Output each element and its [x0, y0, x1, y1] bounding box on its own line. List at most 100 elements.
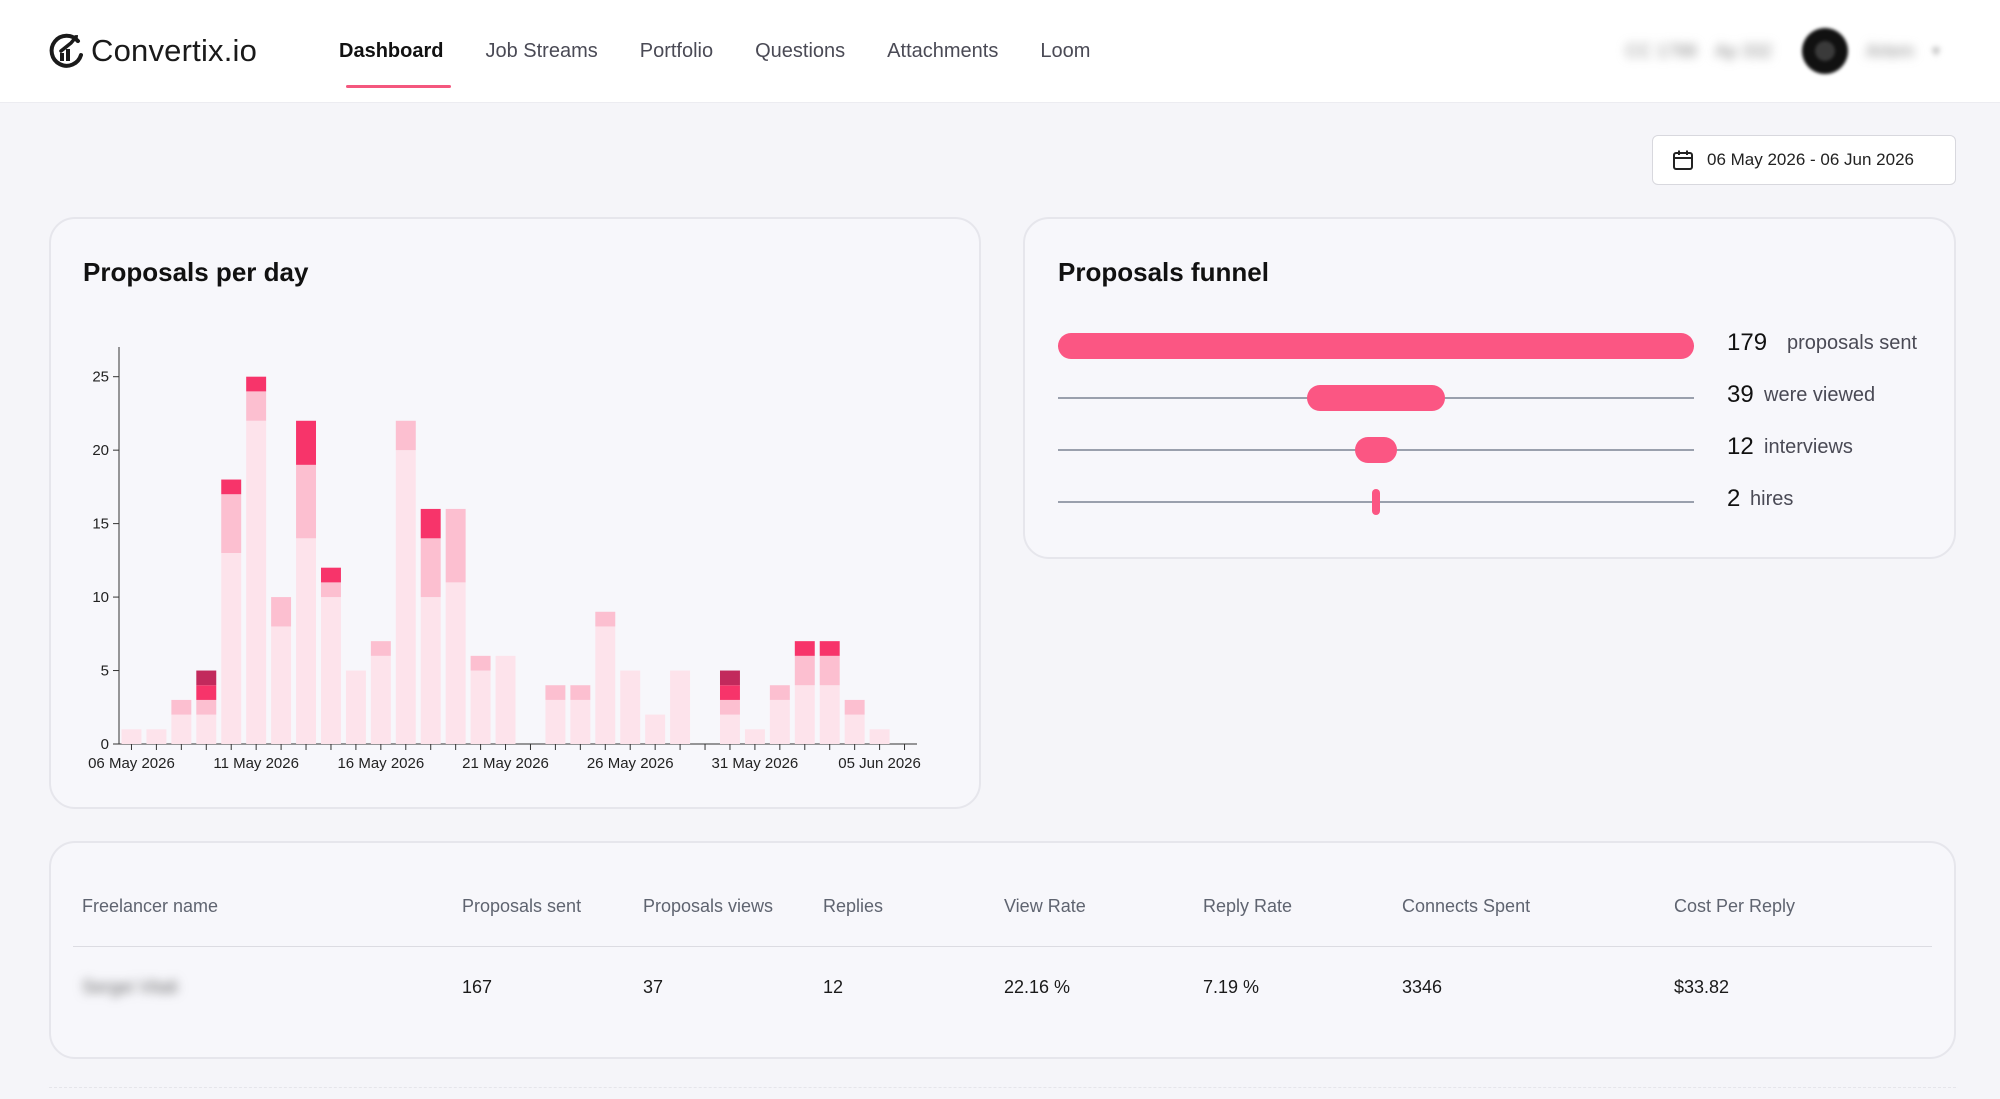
funnel-value-interviews: 12	[1727, 433, 1754, 460]
bar-segment	[844, 699, 865, 715]
bar-segment	[719, 714, 740, 744]
bar-segment	[670, 670, 691, 744]
column-header-proposals-sent[interactable]: Proposals sent	[462, 896, 582, 916]
cell-reply-rate: 7.19 %	[1203, 977, 1260, 997]
column-header-proposals-views[interactable]: Proposals views	[643, 896, 774, 916]
bar-segment	[221, 479, 242, 495]
bar-segment	[794, 641, 815, 656]
bar-segment	[271, 597, 292, 627]
bar-segment	[445, 582, 466, 744]
bar-segment	[645, 714, 666, 744]
funnel-label-sent: proposals sent	[1787, 332, 1918, 354]
cell-connects-spent: 3346	[1402, 977, 1443, 997]
bar-segment	[595, 626, 616, 744]
y-tick-label: 5	[101, 663, 109, 680]
top-navigation-bar: Convertix.io Dashboard Job Streams Portf…	[0, 0, 2000, 103]
date-range-picker[interactable]: 06 May 2026 - 06 Jun 2026	[1652, 135, 1956, 185]
cell-view-rate: 22.16 %	[1004, 977, 1071, 997]
funnel-bar-sent	[1058, 333, 1694, 359]
bar-segment	[296, 538, 317, 744]
page-bottom-divider	[49, 1087, 1956, 1088]
bar-segment	[196, 699, 217, 715]
bar-segment	[196, 670, 217, 686]
date-range-label: 06 May 2026 - 06 Jun 2026	[1707, 150, 1914, 169]
y-tick-label: 20	[92, 442, 109, 459]
column-header-view-rate[interactable]: View Rate	[1004, 896, 1086, 916]
bar-segment	[819, 655, 840, 686]
bar-segment	[570, 699, 591, 744]
bar-segment	[246, 420, 267, 744]
column-header-replies[interactable]: Replies	[823, 896, 884, 916]
bar-segment	[121, 729, 142, 744]
user-menu[interactable]: CC 1788 Ap 332 Artem ▾	[1626, 24, 1940, 78]
bar-segment	[495, 655, 516, 744]
bar-segment	[395, 450, 416, 744]
funnel-title: Proposals funnel	[1058, 257, 1269, 287]
x-tick-label: 05 Jun 2026	[838, 755, 921, 772]
funnel-row-hires: 2 hires	[1058, 485, 1938, 517]
funnel-label-interviews: interviews	[1764, 436, 1853, 458]
proposals-bar-chart: 0 5 10 15 20 25 06 May 2026 11 May 2026 16 May 2…	[88, 347, 921, 772]
avatar[interactable]	[1801, 28, 1848, 74]
nav-tab-loom[interactable]: Loom	[1040, 40, 1091, 62]
user-info-1: CC 1788	[1625, 40, 1697, 61]
cell-freelancer-name[interactable]: Sergei Vitali	[82, 977, 178, 997]
nav-tab-portfolio[interactable]: Portfolio	[639, 40, 714, 62]
bar-segment	[470, 655, 491, 671]
bar-segment	[370, 641, 391, 656]
cell-replies: 12	[823, 977, 844, 997]
bar-segment	[296, 464, 317, 539]
chevron-down-icon[interactable]: ▾	[1931, 43, 1940, 60]
bar-segment	[445, 508, 466, 583]
x-tick-label: 16 May 2026	[337, 755, 424, 772]
bar-segment	[869, 729, 890, 744]
funnel-bar-interviews	[1354, 437, 1398, 463]
bar-segment	[844, 714, 865, 744]
y-tick-label: 10	[92, 589, 109, 606]
bar-segment	[320, 597, 341, 744]
bar-segment	[171, 714, 192, 744]
funnel-value-hires: 2	[1727, 485, 1741, 512]
bar-segment	[719, 685, 740, 700]
column-header-cost-per-reply[interactable]: Cost Per Reply	[1674, 896, 1796, 916]
user-name: Artem	[1865, 40, 1914, 61]
chart-title: Proposals per day	[83, 257, 309, 287]
header-divider	[73, 946, 1932, 947]
nav-tab-questions[interactable]: Questions	[755, 40, 846, 62]
nav-tab-job-streams[interactable]: Job Streams	[485, 40, 598, 62]
nav-tab-dashboard[interactable]: Dashboard	[318, 0, 464, 103]
bar-segment	[221, 494, 242, 553]
bar-segment	[470, 670, 491, 744]
bar-segment	[769, 685, 790, 700]
user-info-2: Ap 332	[1714, 40, 1772, 61]
bar-segment	[794, 685, 815, 744]
cell-proposals-views: 37	[643, 977, 664, 997]
bar-segment	[221, 553, 242, 744]
bar-segment	[595, 611, 616, 627]
funnel-bar-hires	[1372, 489, 1380, 515]
bar-segment	[420, 508, 441, 539]
nav-tab-attachments[interactable]: Attachments	[887, 40, 999, 62]
calendar-icon	[1673, 150, 1693, 170]
bar-segment	[345, 670, 366, 744]
bar-segment	[545, 699, 566, 744]
column-header-freelancer-name[interactable]: Freelancer name	[82, 896, 219, 916]
proposals-per-day-card: Proposals per day 0 5 10 15 20 25 06 May 2026 1…	[49, 217, 981, 809]
y-tick-label: 0	[101, 736, 109, 753]
bar-segment	[545, 685, 566, 700]
x-tick-label: 21 May 2026	[462, 755, 549, 772]
x-tick-label: 31 May 2026	[712, 755, 799, 772]
app-logo[interactable]: Convertix.io	[47, 30, 257, 72]
x-tick-label: 11 May 2026	[213, 755, 299, 772]
funnel-row-viewed: 39 were viewed	[1058, 381, 1938, 413]
app-name: Convertix.io	[91, 33, 258, 68]
column-header-reply-rate[interactable]: Reply Rate	[1203, 896, 1293, 916]
bar-segment	[320, 567, 341, 583]
logo-icon	[49, 33, 83, 68]
bar-segment	[719, 699, 740, 715]
bar-segment	[171, 699, 192, 715]
column-header-connects-spent[interactable]: Connects Spent	[1402, 896, 1531, 916]
cell-cost-per-reply: $33.82	[1674, 977, 1730, 997]
funnel-bar-viewed	[1306, 385, 1446, 411]
funnel-label-viewed: were viewed	[1764, 384, 1876, 406]
